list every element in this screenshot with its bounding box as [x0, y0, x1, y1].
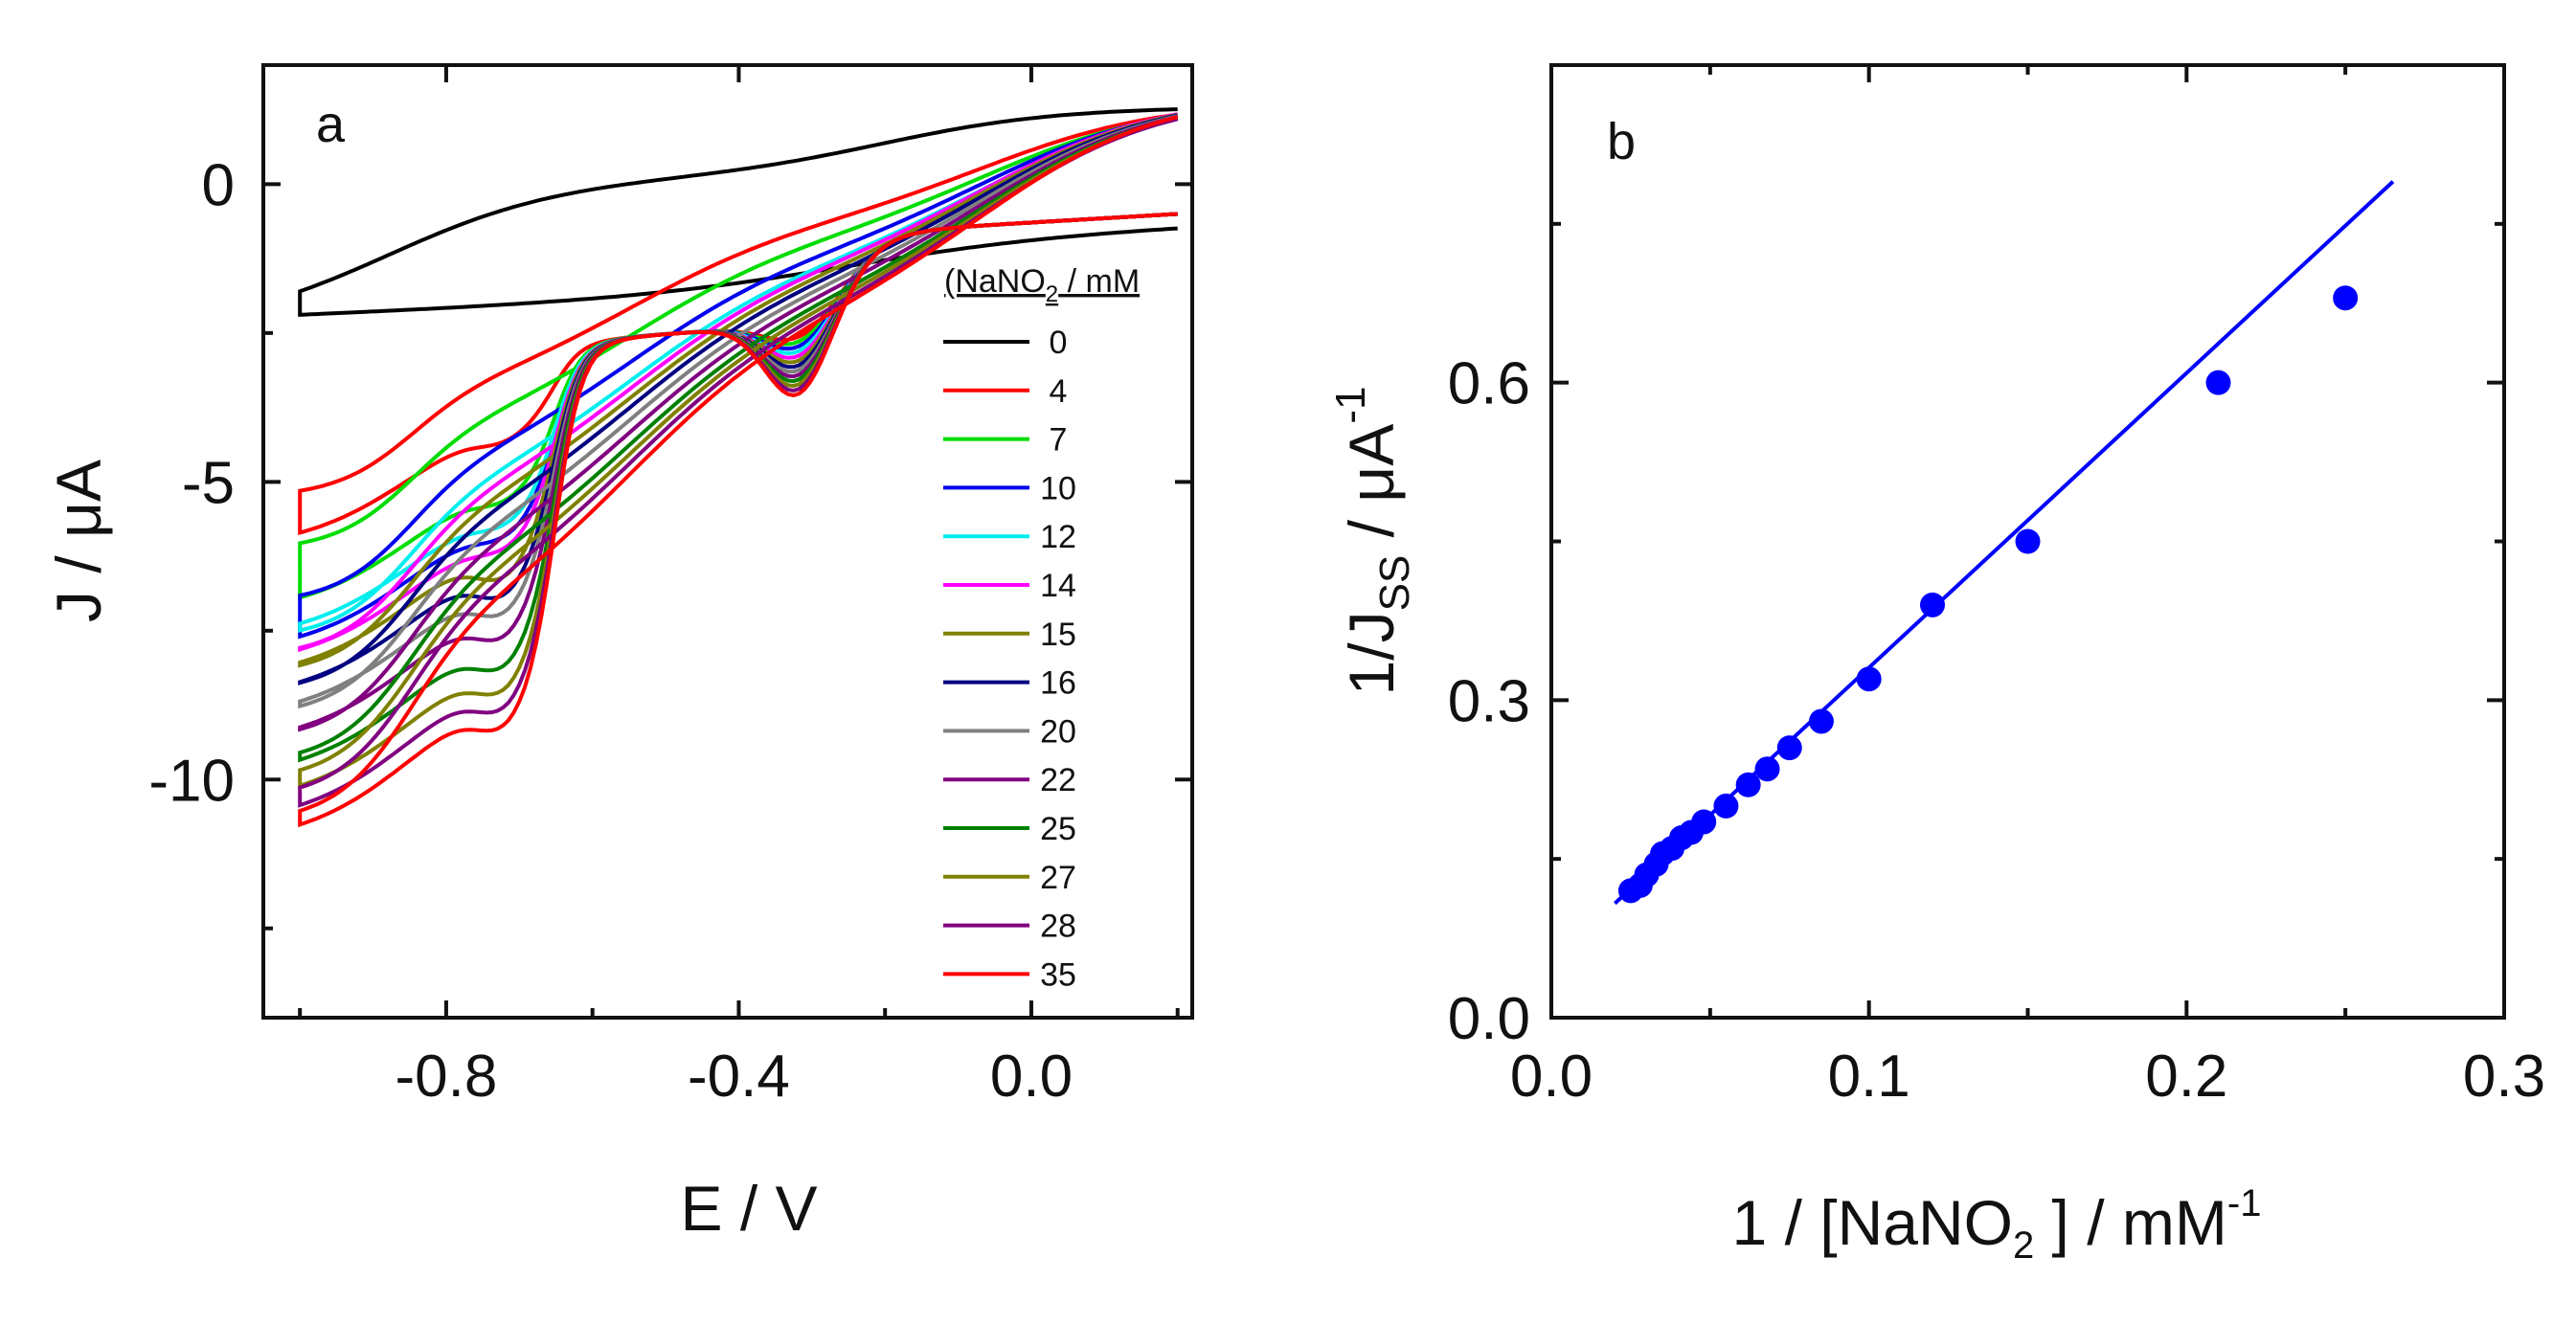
- data-point: [1691, 809, 1717, 835]
- legend-label-16: 16: [1040, 665, 1076, 702]
- panel-b-y-axis-title: 1/JSS / μA-1: [1327, 387, 1418, 696]
- panel-a-plot-frame: [261, 63, 1194, 1020]
- panel-a-y-tick-label: -5: [182, 450, 235, 516]
- cv-curve-25mM: [298, 116, 1179, 763]
- panel-a-y-tick-label: 0: [202, 152, 235, 218]
- panel-a-x-tick-label: -0.8: [395, 1044, 498, 1110]
- legend-label-28: 28: [1040, 909, 1076, 945]
- panel-a-chart: -0.8 -0.4 0.0 0 -5 -10 a (NaNO2 / mM 0 4 7 10 12 1…: [43, 63, 1194, 1244]
- legend-label-25: 25: [1040, 811, 1076, 847]
- legend-label-27: 27: [1040, 860, 1076, 896]
- legend-label-20: 20: [1040, 713, 1076, 750]
- panel-b-x-tick-label: 0.0: [1510, 1044, 1593, 1110]
- panel-b-letter: b: [1607, 113, 1636, 170]
- data-point: [1920, 592, 1945, 618]
- panel-b-x-tick-label: 0.3: [2463, 1044, 2545, 1110]
- panel-b-ticks: 0.0 0.1 0.2 0.3 0.0 0.3 0.6: [1448, 65, 2545, 1110]
- data-point: [1808, 708, 1834, 734]
- legend-label-22: 22: [1040, 762, 1076, 798]
- panel-b-x-axis-title: 1 / [NaNO2 ] / mM-1: [1732, 1182, 2262, 1267]
- legend-label-10: 10: [1040, 470, 1076, 506]
- legend-label-12: 12: [1040, 519, 1076, 555]
- data-point: [2333, 285, 2359, 311]
- panel-b-y-tick-label: 0.3: [1448, 668, 1530, 734]
- data-point: [1713, 793, 1739, 819]
- panel-a-y-tick-label: -10: [148, 748, 235, 814]
- cv-curve-35mM: [298, 115, 1179, 828]
- panel-a-ticks: -0.8 -0.4 0.0 0 -5 -10: [148, 65, 1192, 1110]
- panel-b-x-tick-label: 0.1: [1828, 1044, 1910, 1110]
- data-point: [1754, 756, 1780, 782]
- panel-b-y-tick-label: 0.6: [1448, 351, 1530, 417]
- legend-label-15: 15: [1040, 617, 1076, 653]
- panel-a-y-axis-title: J / μA: [43, 460, 114, 622]
- panel-b-points: [1617, 285, 2359, 904]
- panel-a-x-tick-label: 0.0: [990, 1044, 1073, 1110]
- legend-label-4: 4: [1050, 373, 1068, 410]
- data-point: [2205, 370, 2231, 395]
- legend-label-14: 14: [1040, 568, 1076, 604]
- legend-title: (NaNO2 / mM: [944, 263, 1140, 307]
- panel-b-x-tick-label: 0.2: [2145, 1044, 2227, 1110]
- data-point: [1735, 772, 1761, 797]
- legend-label-7: 7: [1050, 422, 1068, 459]
- data-point: [2015, 528, 2041, 554]
- data-point: [1776, 735, 1802, 761]
- legend-label-0: 0: [1050, 325, 1068, 361]
- legend-label-35: 35: [1040, 956, 1076, 993]
- panel-b-chart: 0.0 0.1 0.2 0.3 0.0 0.3 0.6 b 1 / [NaNO2 ] / m…: [1327, 63, 2545, 1267]
- panel-a-x-axis-title: E / V: [680, 1173, 817, 1244]
- panel-a-letter: a: [316, 96, 346, 153]
- panel-a-legend: (NaNO2 / mM 0 4 7 10 12 14 15 16 20 22 25 27 28 35: [943, 263, 1140, 993]
- panel-a-x-tick-label: -0.4: [688, 1044, 790, 1110]
- panel-a-curves: [298, 107, 1179, 828]
- data-point: [1856, 666, 1882, 692]
- panel-b-y-tick-label: 0.0: [1448, 986, 1530, 1052]
